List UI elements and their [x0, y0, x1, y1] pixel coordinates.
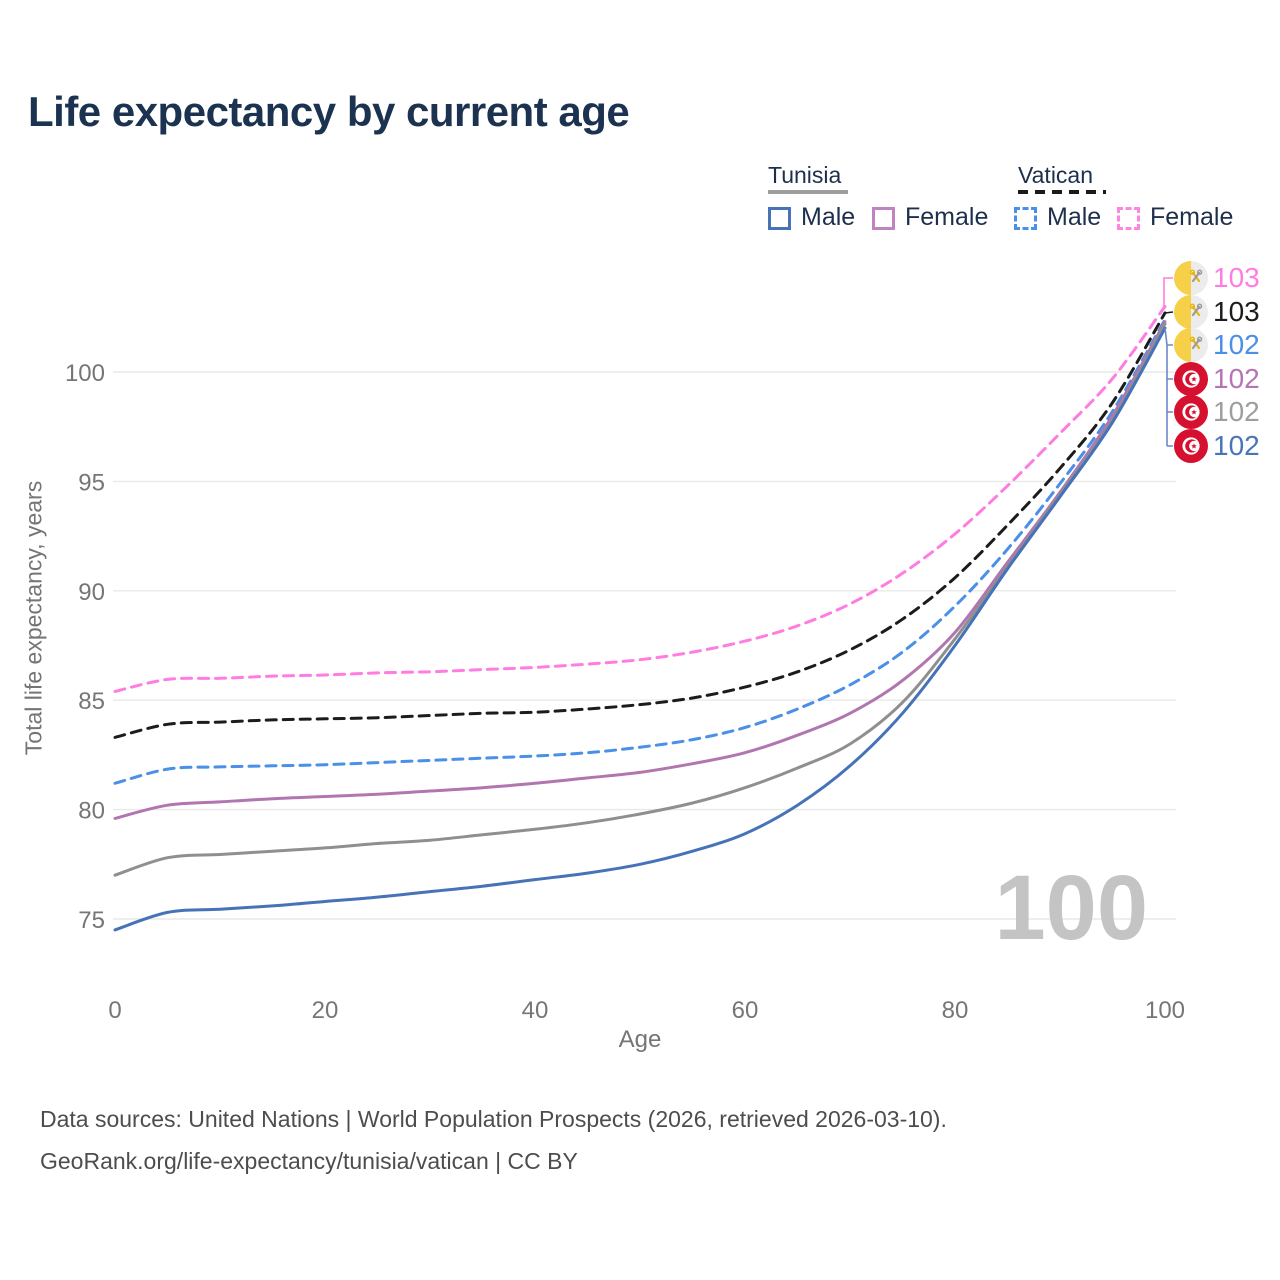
legend-label-vatican-female[interactable]: Female [1150, 203, 1234, 231]
x-tick-label: 80 [942, 997, 969, 1024]
flag-icon [1174, 295, 1208, 329]
end-label-value: 102 [1213, 396, 1260, 427]
tunisia-flag-icon [1174, 362, 1208, 396]
attribution-text: GeoRank.org/life-expectancy/tunisia/vati… [40, 1148, 578, 1174]
legend-swatch-tunisia-female[interactable] [872, 207, 895, 230]
page-title: Life expectancy by current age [28, 88, 630, 135]
series-line-vatican-female [113, 304, 1167, 693]
vatican-flag-icon [1174, 328, 1208, 362]
end-label-row: 102 [1174, 429, 1260, 463]
end-label-value: 103 [1213, 262, 1260, 293]
y-tick-label: 85 [78, 688, 105, 715]
end-label-row: 102 [1174, 362, 1260, 396]
y-tick-label: 90 [78, 579, 105, 606]
x-tick-label: 20 [312, 997, 339, 1024]
legend-swatch-vatican-female[interactable] [1117, 207, 1140, 230]
flag-icon [1174, 429, 1208, 463]
series-line-tunisia-female [113, 320, 1167, 820]
tunisia-solid-line-swatch [768, 190, 848, 194]
flag-icon [1174, 395, 1208, 429]
end-label-row: 102 [1174, 395, 1260, 429]
series-line-tunisia-male [113, 326, 1167, 932]
end-label-row: 103 [1174, 261, 1260, 295]
y-axis-title: Total life expectancy, years [20, 480, 47, 756]
y-tick-label: 100 [65, 360, 105, 387]
series-line-vatican [113, 311, 1167, 739]
vatican-dashed-line-swatch [1018, 190, 1106, 194]
x-tick-label: 60 [732, 997, 759, 1024]
y-tick-label: 80 [78, 798, 105, 825]
legend-label-tunisia-female[interactable]: Female [905, 203, 989, 231]
y-tick-label: 95 [78, 469, 105, 496]
legend-swatch-tunisia-male[interactable] [768, 207, 791, 230]
end-label-row: 103 [1174, 295, 1260, 329]
x-tick-label: 0 [108, 997, 121, 1024]
legend-label-tunisia-male[interactable]: Male [801, 203, 856, 231]
data-sources-text: Data sources: United Nations | World Pop… [40, 1106, 947, 1132]
tunisia-flag-icon [1174, 429, 1208, 463]
legend-swatch-vatican-male[interactable] [1014, 207, 1037, 230]
connector-vatican [1164, 311, 1174, 314]
x-tick-label: 100 [1145, 997, 1185, 1024]
legend-group-vatican: Vatican [1018, 162, 1094, 188]
flag-icon [1174, 261, 1208, 295]
series-line-vatican-male [113, 318, 1167, 785]
end-label-value: 102 [1213, 363, 1260, 394]
series-line-tunisia [113, 322, 1167, 877]
flag-icon [1174, 328, 1208, 362]
x-axis-title: Age [618, 1026, 662, 1053]
legend-group-tunisia: Tunisia [768, 162, 842, 188]
end-label-row: 102 [1174, 328, 1260, 362]
tunisia-flag-icon [1174, 395, 1208, 429]
end-label-value: 102 [1213, 329, 1260, 360]
y-tick-label: 75 [78, 907, 105, 934]
vatican-flag-icon [1174, 261, 1208, 295]
legend-label-vatican-male[interactable]: Male [1047, 203, 1102, 231]
age-watermark: 100 [994, 857, 1149, 959]
connector-bundle [1164, 327, 1173, 447]
x-tick-label: 40 [522, 997, 549, 1024]
end-label-value: 102 [1213, 430, 1260, 461]
connector-vatican-female [1163, 277, 1173, 306]
end-label-value: 103 [1213, 296, 1260, 327]
vatican-flag-icon [1174, 295, 1208, 329]
flag-icon [1174, 362, 1208, 396]
